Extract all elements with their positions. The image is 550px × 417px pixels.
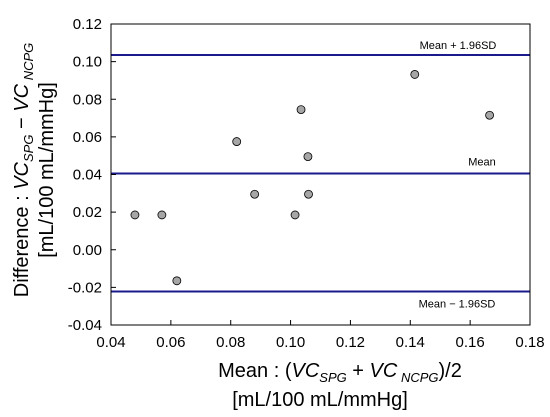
data-points (130, 70, 494, 286)
y-tick-label-1: -0.02 (68, 279, 102, 296)
data-point-3 (232, 137, 242, 146)
x-tick-label-3: 0.10 (276, 334, 305, 351)
data-point-8 (304, 189, 313, 199)
x-tick-label-1: 0.06 (156, 334, 185, 351)
data-point-9 (410, 70, 420, 79)
x-tick-label-6: 0.16 (456, 334, 485, 351)
data-point-1 (157, 210, 167, 220)
y-tick-label-6: 0.08 (73, 91, 102, 108)
reference-line-labels: Mean + 1.96SD Mean Mean − 1.96SD (419, 40, 497, 310)
x-axis-title-line1: Mean : (VCSPG + VC NCPG)/2 (218, 360, 462, 385)
y-axis-title-line2: [mL/100 mL/mmHg] (36, 82, 58, 258)
reference-line-label-1: Mean (468, 157, 496, 169)
data-point-7 (303, 152, 313, 162)
y-tick-label-3: 0.02 (73, 204, 102, 221)
reference-line-label-2: Mean − 1.96SD (419, 299, 496, 311)
data-point-4 (250, 189, 260, 199)
reference-lines (111, 54, 530, 293)
y-tick-label-4: 0.04 (73, 167, 102, 184)
x-tick-label-2: 0.08 (216, 334, 245, 351)
y-tick-label-0: -0.04 (68, 317, 102, 334)
y-tick-label-5: 0.06 (73, 129, 102, 146)
y-axis-title-line1: Difference : VCSPG − VC NCPG (11, 43, 36, 298)
y-tick-label-2: 0.00 (73, 242, 102, 259)
x-tick-label-4: 0.12 (336, 334, 365, 351)
x-tick-label-0: 0.04 (96, 334, 125, 351)
x-axis-title-line2: [mL/100 mL/mmHg] (232, 389, 408, 411)
x-tick-label-7: 0.18 (515, 334, 544, 351)
data-point-6 (296, 105, 306, 114)
y-tick-label-7: 0.10 (73, 54, 102, 71)
data-point-5 (290, 210, 300, 220)
y-tick-label-8: 0.12 (73, 16, 102, 33)
data-point-10 (485, 110, 494, 120)
data-point-0 (130, 210, 140, 220)
y-axis-ticks: -0.04 -0.02 0.00 0.02 0.04 0.06 0.08 0.10 0.12 (68, 16, 116, 334)
data-point-2 (172, 276, 182, 286)
reference-line-label-0: Mean + 1.96SD (420, 40, 497, 52)
x-tick-label-5: 0.14 (396, 334, 425, 351)
x-axis-ticks: 0.04 0.06 0.08 0.10 0.12 0.14 0.16 0.18 (96, 320, 545, 351)
